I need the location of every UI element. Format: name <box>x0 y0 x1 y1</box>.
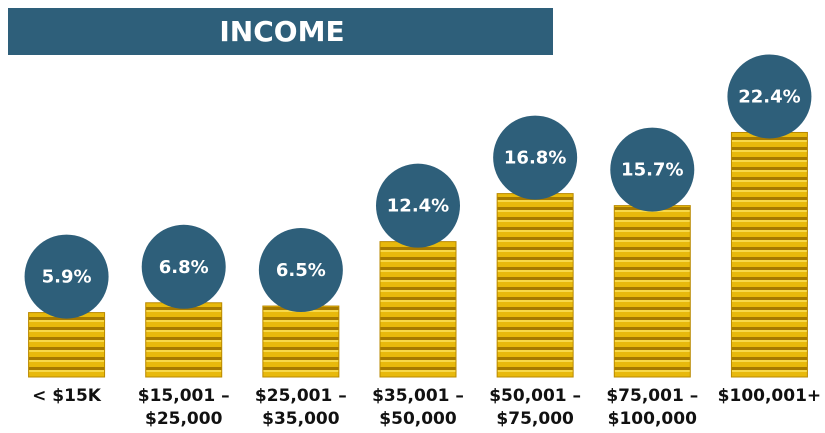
chart-title: INCOME <box>219 15 344 48</box>
value-label: 15.7% <box>621 160 683 181</box>
value-label: 12.4% <box>387 196 449 217</box>
coin-stack <box>28 312 106 378</box>
value-label: 6.8% <box>159 257 209 278</box>
x-tick-label: $15,001 – $25,000 <box>137 386 230 429</box>
coin-stack <box>145 302 223 378</box>
x-tick-label: < $15K <box>32 386 101 406</box>
value-badge <box>141 224 226 309</box>
coin-stack <box>379 241 457 378</box>
value-badge <box>727 54 812 139</box>
coin-stack <box>613 205 691 378</box>
coin-stack <box>730 131 808 378</box>
x-tick-label: $75,001 – $100,000 <box>606 386 699 429</box>
value-label: 16.8% <box>504 148 566 169</box>
value-badge <box>493 115 578 200</box>
value-badge <box>376 163 460 248</box>
value-badge <box>610 127 695 212</box>
value-badge <box>258 228 343 313</box>
coin-stack <box>496 193 574 378</box>
value-badge <box>24 234 109 319</box>
value-label: 5.9% <box>42 267 92 288</box>
x-tick-label: $100,001+ <box>717 386 822 406</box>
x-tick-label: $25,001 – $35,000 <box>254 386 347 429</box>
title-banner <box>8 8 553 55</box>
x-tick-label: $50,001 – $75,000 <box>489 386 582 429</box>
value-label: 22.4% <box>738 86 800 107</box>
coin-stack <box>262 305 340 378</box>
value-label: 6.5% <box>276 260 326 281</box>
x-tick-label: $35,001 – $50,000 <box>372 386 464 429</box>
